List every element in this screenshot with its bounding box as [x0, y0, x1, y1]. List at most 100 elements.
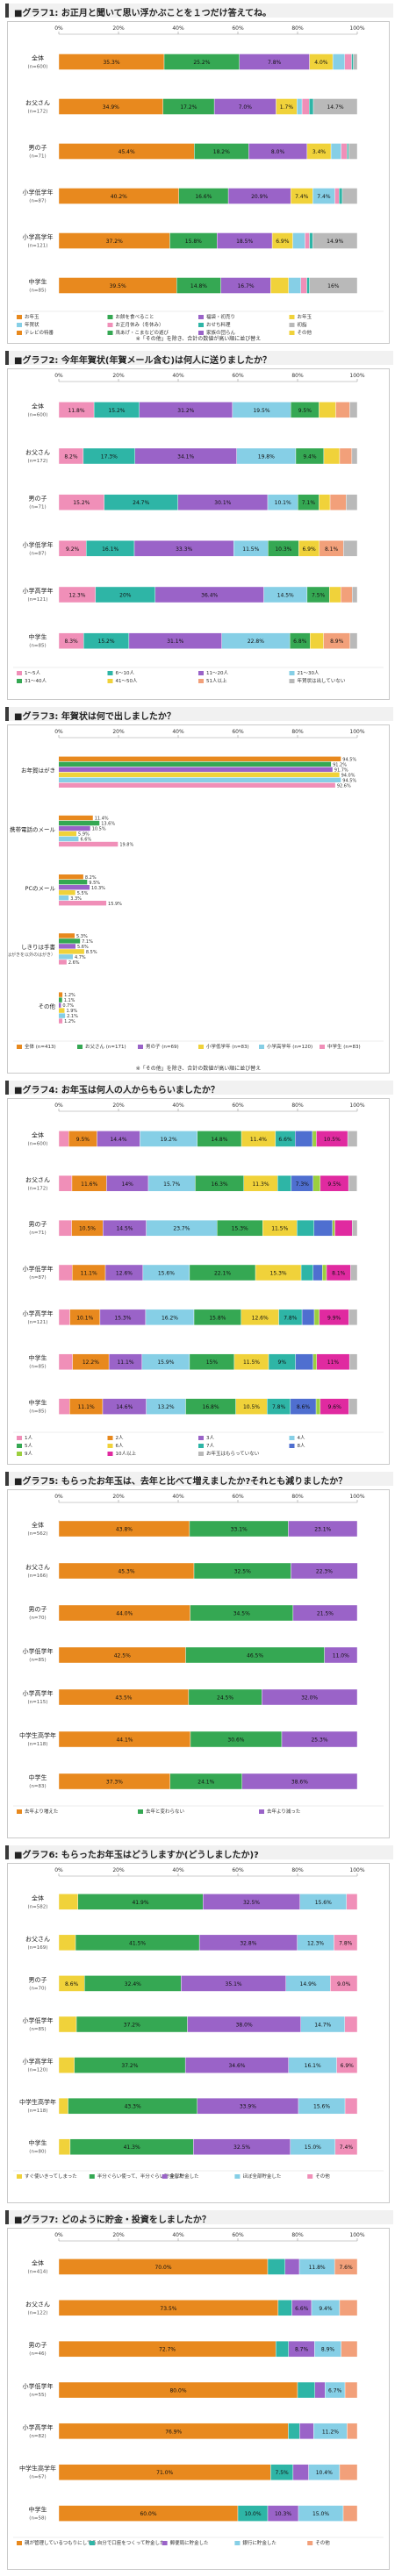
category-n-label: (n=120) [28, 2068, 48, 2073]
bar-segment [309, 232, 313, 249]
category-label: 小学高学年 [23, 233, 54, 241]
data-label: 7.8% [339, 1940, 353, 1946]
x-tick-label: 20% [112, 373, 125, 379]
legend-label: 6〜10人 [116, 670, 135, 676]
group-label: お年賀はがき [21, 767, 55, 774]
x-tick-label: 20% [112, 729, 125, 735]
data-label: 10.4% [316, 2470, 333, 2476]
category-n-label: (n=67) [29, 2475, 46, 2480]
bar-segment [267, 2258, 285, 2275]
category-n-label: (n=172) [28, 110, 48, 115]
x-tick-label: 0% [54, 1494, 63, 1500]
x-tick-label: 40% [172, 373, 184, 379]
bar-segment [313, 1219, 333, 1237]
bar-segment [58, 1309, 70, 1326]
legend-swatch [89, 2174, 95, 2179]
data-label: 14% [122, 1181, 134, 1188]
data-label: 5.6% [77, 945, 89, 950]
legend-swatch [17, 1444, 22, 1448]
legend-swatch [307, 2174, 313, 2179]
x-tick-label: 80% [291, 729, 304, 735]
data-label: 42.5% [114, 1653, 131, 1659]
legend-swatch [198, 1452, 204, 1456]
legend-swatch [259, 1809, 264, 1814]
legend-label: その他 [315, 2173, 330, 2180]
data-label: 7.8% [272, 1404, 286, 1410]
bar-segment [348, 143, 358, 160]
data-label: 45.4% [118, 149, 135, 155]
legend-label: お父さん (n=171) [85, 1044, 126, 1050]
data-label: 10.0% [244, 2511, 261, 2517]
x-tick-label: 40% [172, 1867, 184, 1873]
x-tick-label: 80% [291, 2232, 304, 2238]
category-n-label: (n=172) [28, 1186, 48, 1191]
category-label: 男の子 [29, 1221, 47, 1228]
bar-segment [335, 402, 350, 418]
data-label: 11.3% [252, 1181, 269, 1188]
bar-segment [324, 1646, 358, 1664]
data-label: 33.3% [176, 546, 192, 553]
bar-segment [323, 447, 341, 465]
legend-swatch [289, 315, 295, 319]
data-label: 16.1% [102, 546, 118, 553]
bar-segment [300, 1264, 313, 1281]
data-label: 8.0% [271, 149, 285, 155]
data-label: 23.1% [314, 1527, 331, 1533]
bar-segment [332, 54, 345, 70]
data-label: 41.3% [124, 2144, 140, 2151]
data-label: 8.9% [330, 639, 344, 645]
data-label: 1.7% [280, 104, 294, 111]
data-label: 15.3% [270, 1271, 287, 1277]
bar [59, 949, 84, 954]
bar-segment [58, 2097, 68, 2115]
chart-block-g4: ■グラフ4: お年玉は何人の人からもらいましたか？ 0% 20% 40% 60% 80% 1… [0, 1081, 395, 1466]
data-label: 5.3% [76, 934, 88, 939]
data-label: 9.4% [303, 454, 317, 460]
data-label: 19.8% [119, 843, 133, 848]
legend-swatch [107, 671, 113, 675]
legend-label: 8人 [298, 1443, 305, 1449]
x-tick-label: 100% [349, 1867, 364, 1873]
data-label: 10.5% [324, 1137, 341, 1143]
bar-segment [346, 1894, 358, 1910]
bar-segment [322, 1264, 327, 1281]
bar [59, 825, 90, 831]
category-label: 小学低学年 [23, 2382, 54, 2390]
data-label: 19.2% [161, 1137, 177, 1143]
bar-segment [344, 2381, 358, 2399]
data-label: 16.3% [212, 1181, 228, 1188]
bar [59, 1013, 66, 1018]
group-label: しきりは手書 [21, 943, 56, 951]
group-sub-label: （お年賀はがきを以外のはがき） [8, 952, 55, 958]
x-tick-label: 100% [349, 1102, 364, 1109]
legend-swatch [17, 671, 22, 675]
bar-segment [281, 1730, 358, 1748]
data-label: 11.8% [68, 408, 85, 414]
data-label: 7.0% [239, 104, 253, 111]
data-label: 33.9% [240, 2104, 256, 2110]
x-tick-label: 100% [349, 729, 364, 735]
x-tick-label: 100% [349, 2232, 364, 2238]
bar-segment [277, 2300, 292, 2316]
legend-label: 51人以上 [206, 677, 227, 684]
data-label: 8.6% [297, 1404, 311, 1410]
x-tick-label: 0% [54, 729, 63, 735]
bar-segment [58, 2138, 71, 2155]
category-n-label: (n=71) [29, 1231, 46, 1236]
data-label: 9.5% [89, 881, 100, 886]
x-tick-label: 0% [54, 25, 63, 32]
category-n-label: (n=562) [28, 1531, 48, 1537]
data-label: 11.1% [117, 1359, 133, 1366]
chart-block-g6: ■グラフ6: もらったお年玉はどうしますか(どうしましたか)? 0% 20% 40% 6… [0, 1845, 395, 2205]
bar-segment [301, 1309, 315, 1326]
data-label: 9.5% [298, 408, 312, 414]
legend-label: おせち料理 [206, 321, 231, 328]
data-label: 15.6% [158, 1271, 175, 1277]
chart-title-bar: ■グラフ7: どのように貯金・投資をしましたか？ [5, 2210, 393, 2225]
category-label: 小学高学年 [23, 2423, 54, 2431]
legend-label: その他 [315, 2539, 330, 2546]
category-label: 中学生 [29, 2139, 47, 2147]
legend-swatch [289, 1436, 295, 1440]
data-label: 41.9% [132, 1900, 148, 1906]
x-tick-label: 0% [54, 373, 63, 379]
